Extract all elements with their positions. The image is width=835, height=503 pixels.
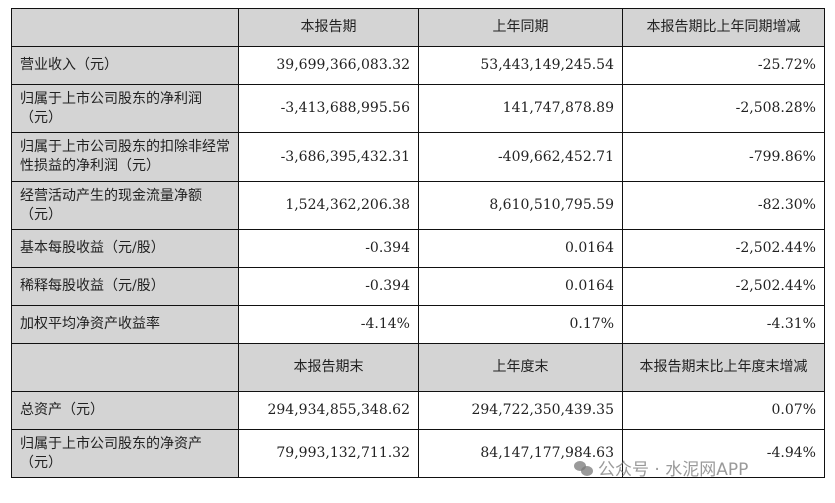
cell-value: -0.394 xyxy=(238,229,419,268)
cell-value: 0.07% xyxy=(622,391,825,430)
table-row: 加权平均净资产收益率 -4.14% 0.17% -4.31% xyxy=(11,305,825,344)
header-row: 本报告期末 上年度末 本报告期末比上年度末增减 xyxy=(11,343,825,392)
watermark: 公众号 · 水泥网APP xyxy=(574,455,748,480)
row-label: 稀释每股收益（元/股） xyxy=(11,267,239,306)
cell-value: 8,610,510,795.59 xyxy=(418,181,623,230)
cell-value: -2,502.44% xyxy=(622,267,825,306)
cell-value: 39,699,366,083.32 xyxy=(238,46,419,85)
table-row: 归属于上市公司股东的净利润（元） -3,413,688,995.56 141,7… xyxy=(11,84,825,133)
cell-value: -4.14% xyxy=(238,305,419,344)
cell-value: 53,443,149,245.54 xyxy=(418,46,623,85)
row-label: 归属于上市公司股东的净资产（元） xyxy=(11,429,239,478)
table-row: 归属于上市公司股东的扣除非经常性损益的净利润（元） -3,686,395,432… xyxy=(11,132,825,182)
cell-value: 84,147,177,984.63 xyxy=(418,429,623,478)
cell-value: 1,524,362,206.38 xyxy=(238,181,419,230)
cell-value: 294,722,350,439.35 xyxy=(418,391,623,430)
table-row: 基本每股收益（元/股） -0.394 0.0164 -2,502.44% xyxy=(11,229,825,268)
cell-value: -3,413,688,995.56 xyxy=(238,84,419,133)
cell-value: -3,686,395,432.31 xyxy=(238,132,419,182)
header-cell-empty xyxy=(11,343,239,392)
header-change-from-year-end: 本报告期末比上年度末增减 xyxy=(622,343,825,392)
cell-value: -25.72% xyxy=(622,46,825,85)
cell-value: -4.94% xyxy=(622,429,825,478)
table-row: 稀释每股收益（元/股） -0.394 0.0164 -2,502.44% xyxy=(11,267,825,306)
row-label: 归属于上市公司股东的净利润（元） xyxy=(11,84,239,133)
cell-value: 141,747,878.89 xyxy=(418,84,623,133)
cell-value: -799.86% xyxy=(622,132,825,182)
cell-value: -409,662,452.71 xyxy=(418,132,623,182)
cell-value: -82.30% xyxy=(622,181,825,230)
header-current-period: 本报告期 xyxy=(238,8,419,47)
cell-value: 294,934,855,348.62 xyxy=(238,391,419,430)
table-row: 经营活动产生的现金流量净额（元） 1,524,362,206.38 8,610,… xyxy=(11,181,825,230)
cell-value: 79,993,132,711.32 xyxy=(238,429,419,478)
wechat-icon xyxy=(574,460,594,476)
row-label: 归属于上市公司股东的扣除非经常性损益的净利润（元） xyxy=(11,132,239,182)
table-row: 归属于上市公司股东的净资产（元） 79,993,132,711.32 84,14… xyxy=(11,429,825,478)
financial-summary-table: 本报告期 上年同期 本报告期比上年同期增减 营业收入（元） 39,699,366… xyxy=(11,8,825,478)
row-label: 经营活动产生的现金流量净额（元） xyxy=(11,181,239,230)
watermark-text: 公众号 · 水泥网APP xyxy=(598,460,749,480)
header-prior-period: 上年同期 xyxy=(418,8,623,47)
cell-value: -2,508.28% xyxy=(622,84,825,133)
cell-value: 0.0164 xyxy=(418,229,623,268)
cell-value: 0.17% xyxy=(418,305,623,344)
header-row: 本报告期 上年同期 本报告期比上年同期增减 xyxy=(11,8,825,47)
table-row: 总资产（元） 294,934,855,348.62 294,722,350,43… xyxy=(11,391,825,430)
cell-value: 0.0164 xyxy=(418,267,623,306)
row-label: 营业收入（元） xyxy=(11,46,239,85)
row-label: 加权平均净资产收益率 xyxy=(11,305,239,344)
row-label: 总资产（元） xyxy=(11,391,239,430)
header-prior-year-end: 上年度末 xyxy=(418,343,623,392)
header-cell-empty xyxy=(11,8,239,47)
cell-value: -2,502.44% xyxy=(622,229,825,268)
table-row: 营业收入（元） 39,699,366,083.32 53,443,149,245… xyxy=(11,46,825,85)
cell-value: -4.31% xyxy=(622,305,825,344)
cell-value: -0.394 xyxy=(238,267,419,306)
row-label: 基本每股收益（元/股） xyxy=(11,229,239,268)
header-change: 本报告期比上年同期增减 xyxy=(622,8,825,47)
header-period-end: 本报告期末 xyxy=(238,343,419,392)
